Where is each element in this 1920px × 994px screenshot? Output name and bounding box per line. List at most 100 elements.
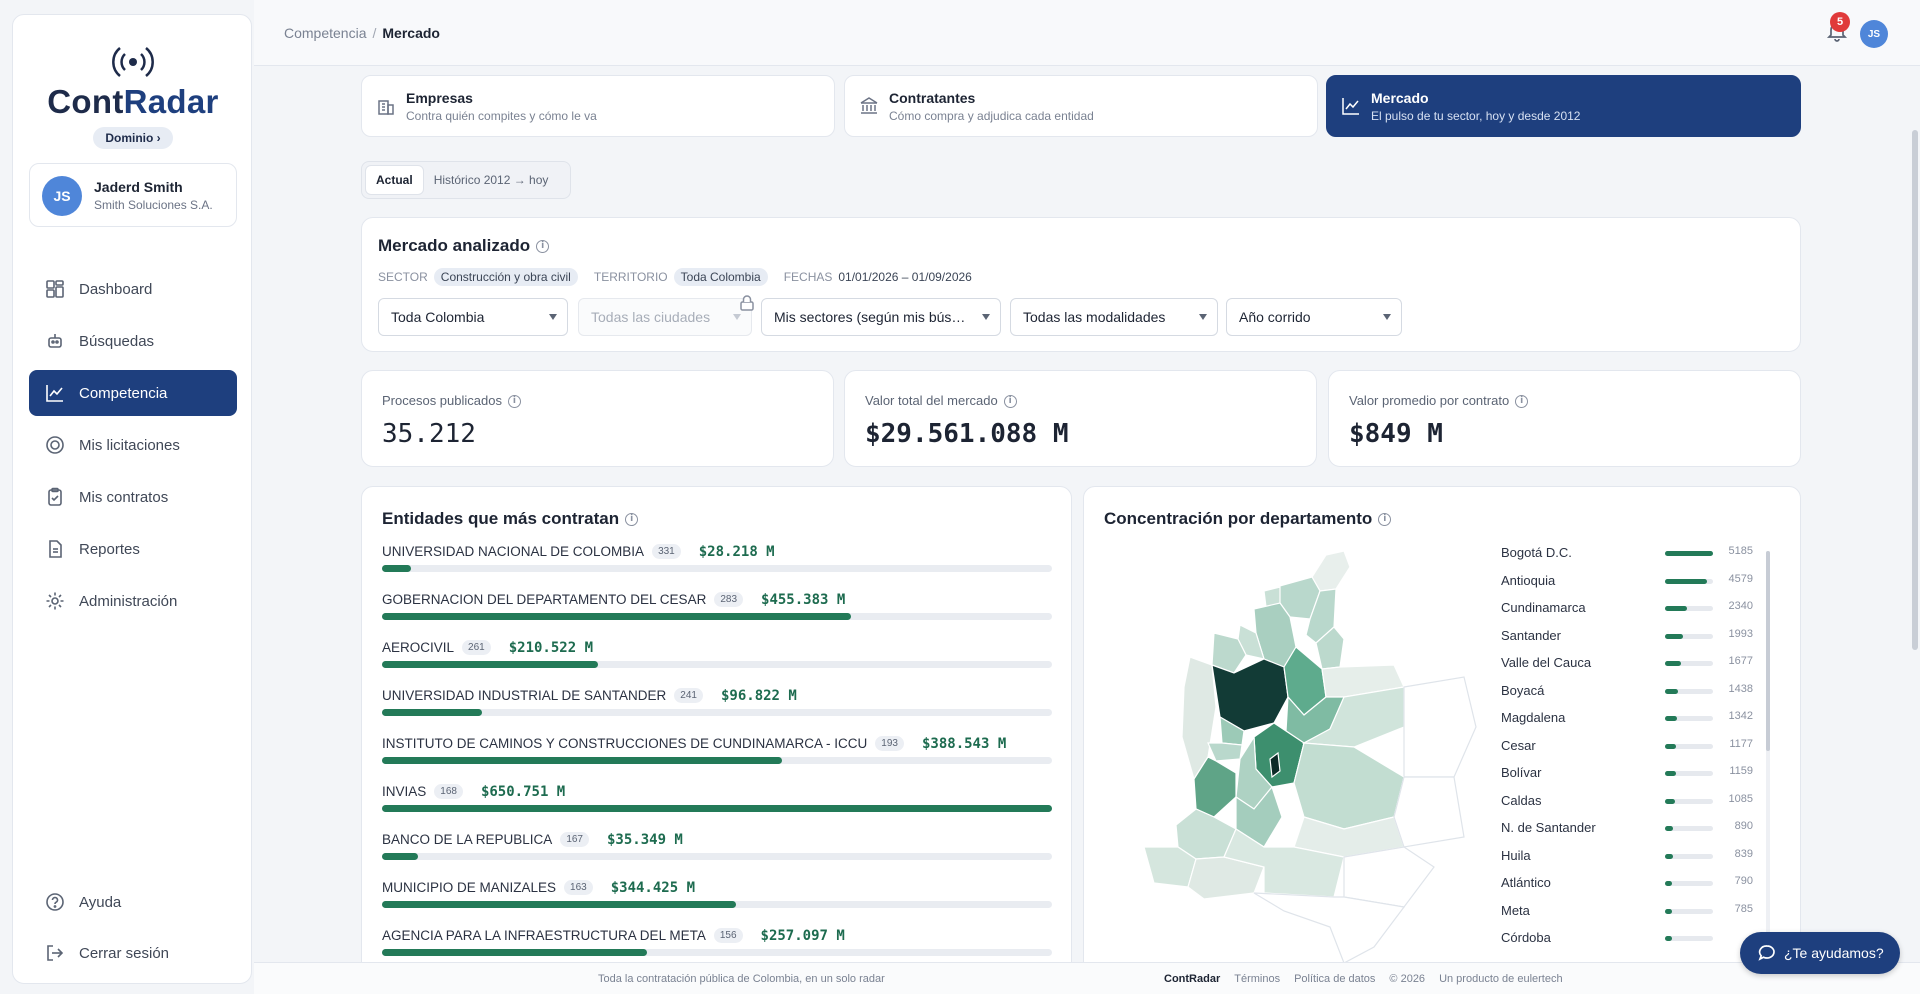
footer-product[interactable]: Un producto de eulertech (1439, 973, 1563, 985)
list-item[interactable]: INVIAS 168 $650.751 M (382, 783, 1054, 831)
entity-count-badge: 283 (714, 592, 744, 608)
chat-bubble-icon (1758, 945, 1775, 961)
help-chat-button[interactable]: ¿Te ayudamos? (1740, 932, 1900, 974)
map-region-cordoba[interactable] (1211, 632, 1247, 674)
sector-label: SECTOR (378, 270, 428, 284)
list-item[interactable]: Atlántico 790 (1501, 875, 1761, 903)
departments-list[interactable]: Bogotá D.C. 5185 Antioquia 4579 Cundinamarca… (1501, 545, 1761, 965)
department-name: Boyacá (1501, 682, 1545, 698)
colombia-choropleth-map[interactable] (1104, 547, 1484, 967)
entities-list[interactable]: UNIVERSIDAD NACIONAL DE COLOMBIA 331 $28.2… (382, 543, 1054, 994)
sidebar-item-dashboard[interactable]: Dashboard (29, 266, 237, 312)
list-item[interactable]: GOBERNACION DEL DEPARTAMENTO DEL CESAR 28… (382, 591, 1054, 639)
map-region-guajira[interactable] (1311, 550, 1351, 592)
tab-empresas[interactable]: Empresas Contra quién compites y cómo le … (361, 75, 835, 137)
region-select[interactable]: Toda Colombia (378, 298, 568, 336)
list-item[interactable]: UNIVERSIDAD INDUSTRIAL DE SANTANDER 241 $9… (382, 687, 1054, 735)
list-item[interactable]: Huila 839 (1501, 848, 1761, 876)
map-region-amazonas[interactable] (1253, 892, 1406, 964)
entity-name: INSTITUTO DE CAMINOS Y CONSTRUCCIONES DE… (382, 736, 868, 752)
modalities-select[interactable]: Todas las modalidades (1010, 298, 1218, 336)
sectors-select[interactable]: Mis sectores (según mis bús… (761, 298, 1001, 336)
chevron-down-icon (1199, 314, 1207, 320)
list-item[interactable]: Antioquia 4579 (1501, 573, 1761, 601)
list-item[interactable]: Córdoba (1501, 930, 1761, 958)
page-scrollbar[interactable] (1912, 130, 1918, 650)
list-item[interactable]: Cundinamarca 2340 (1501, 600, 1761, 628)
footer-link-privacy[interactable]: Política de datos (1294, 973, 1376, 985)
sidebar-item-ayuda[interactable]: Ayuda (29, 879, 237, 925)
info-icon[interactable]: i (536, 240, 550, 254)
department-bar-track (1665, 606, 1713, 611)
robot-icon (48, 334, 62, 348)
list-item[interactable]: Santander 1993 (1501, 628, 1761, 656)
department-value: 1677 (1728, 655, 1753, 667)
department-value: 1085 (1728, 792, 1753, 805)
map-region-vichada[interactable] (1403, 676, 1477, 778)
toggle-historico[interactable]: Histórico 2012 → hoy (433, 173, 549, 187)
map-region-vaupes[interactable] (1343, 846, 1435, 908)
department-value: 1159 (1729, 765, 1753, 777)
period-select[interactable]: Año corrido (1226, 298, 1402, 336)
list-item[interactable]: INSTITUTO DE CAMINOS Y CONSTRUCCIONES DE… (382, 735, 1054, 783)
list-item[interactable]: N. de Santander 890 (1501, 820, 1761, 848)
list-item[interactable]: Meta 785 (1501, 903, 1761, 931)
list-item[interactable]: Cesar 1177 (1501, 738, 1761, 766)
tab-subtitle: Cómo compra y adjudica cada entidad (889, 108, 1094, 123)
list-item[interactable]: UNIVERSIDAD NACIONAL DE COLOMBIA 331 $28.2… (382, 543, 1054, 591)
department-bar-fill (1665, 853, 1673, 859)
list-item[interactable]: Bolívar 1159 (1501, 765, 1761, 793)
sidebar-item-busquedas[interactable]: Búsquedas (29, 318, 237, 364)
info-icon[interactable]: i (507, 395, 521, 409)
sidebar-item-logout[interactable]: Cerrar sesión (29, 930, 237, 976)
departments-scrollbar[interactable] (1766, 551, 1770, 971)
department-name: Atlántico (1501, 875, 1551, 890)
list-item[interactable]: Boyacá 1438 (1501, 683, 1761, 711)
chevron-down-icon (982, 314, 990, 320)
sidebar-item-reportes[interactable]: Reportes (29, 526, 237, 572)
map-region-bogota[interactable] (1269, 751, 1281, 779)
list-item[interactable]: MUNICIPIO DE MANIZALES 163 $344.425 M (382, 879, 1054, 927)
domain-chip[interactable]: Dominio › (93, 127, 173, 149)
toggle-actual[interactable]: Actual (365, 165, 424, 195)
list-item[interactable]: Caldas 1085 (1501, 793, 1761, 821)
tab-mercado[interactable]: Mercado El pulso de tu sector, hoy y desd… (1326, 75, 1801, 137)
department-name: Magdalena (1501, 710, 1566, 725)
map-region-sucre[interactable] (1237, 624, 1265, 660)
entity-bar-fill (382, 565, 411, 572)
list-item[interactable]: BANCO DE LA REPUBLICA 167 $35.349 M (382, 831, 1054, 879)
user-card[interactable]: JS Jaderd Smith Smith Soluciones S.A. (29, 163, 237, 227)
map-region-meta[interactable] (1293, 742, 1405, 830)
departments-card: Concentración por departamento i (1083, 486, 1801, 976)
info-icon[interactable]: i (1515, 395, 1529, 409)
tab-title: Contratantes (889, 89, 976, 106)
entity-name: UNIVERSIDAD NACIONAL DE COLOMBIA (382, 544, 645, 560)
map-region-guainia[interactable] (1393, 776, 1465, 848)
map-region-norte-santander[interactable] (1315, 626, 1345, 670)
scrollbar-thumb[interactable] (1766, 551, 1770, 751)
list-item[interactable]: AEROCIVIL 261 $210.522 M (382, 639, 1054, 687)
list-item[interactable]: Magdalena 1342 (1501, 710, 1761, 738)
list-item[interactable]: AGENCIA PARA LA INFRAESTRUCTURA DEL META… (382, 927, 1054, 975)
info-icon[interactable]: i (1378, 513, 1392, 527)
sidebar-item-mis-licitaciones[interactable]: Mis licitaciones (29, 422, 237, 468)
logo[interactable]: ContRadar Dominio › (13, 43, 253, 149)
entity-amount: $96.822 M (720, 687, 797, 704)
department-name: Cundinamarca (1501, 600, 1586, 615)
map-region-risaralda[interactable] (1207, 742, 1243, 762)
list-item[interactable]: Valle del Cauca 1677 (1501, 655, 1761, 683)
info-icon[interactable]: i (625, 513, 639, 527)
breadcrumb-parent[interactable]: Competencia (284, 25, 367, 41)
sidebar-item-label: Búsquedas (79, 332, 155, 350)
sidebar-item-competencia[interactable]: Competencia (29, 370, 237, 416)
sidebar-item-mis-contratos[interactable]: Mis contratos (29, 474, 237, 520)
sidebar-item-administracion[interactable]: Administración (29, 578, 237, 624)
tab-contratantes[interactable]: Contratantes Cómo compra y adjudica cada … (844, 75, 1318, 137)
sidebar-item-label: Cerrar sesión (79, 944, 170, 962)
footer-link-terms[interactable]: Términos (1234, 973, 1281, 985)
avatar[interactable]: JS (1860, 20, 1888, 48)
list-item[interactable]: Bogotá D.C. 5185 (1501, 545, 1761, 573)
entity-bar-fill (382, 613, 851, 620)
department-bar-track (1665, 633, 1713, 639)
info-icon[interactable]: i (1003, 395, 1017, 409)
